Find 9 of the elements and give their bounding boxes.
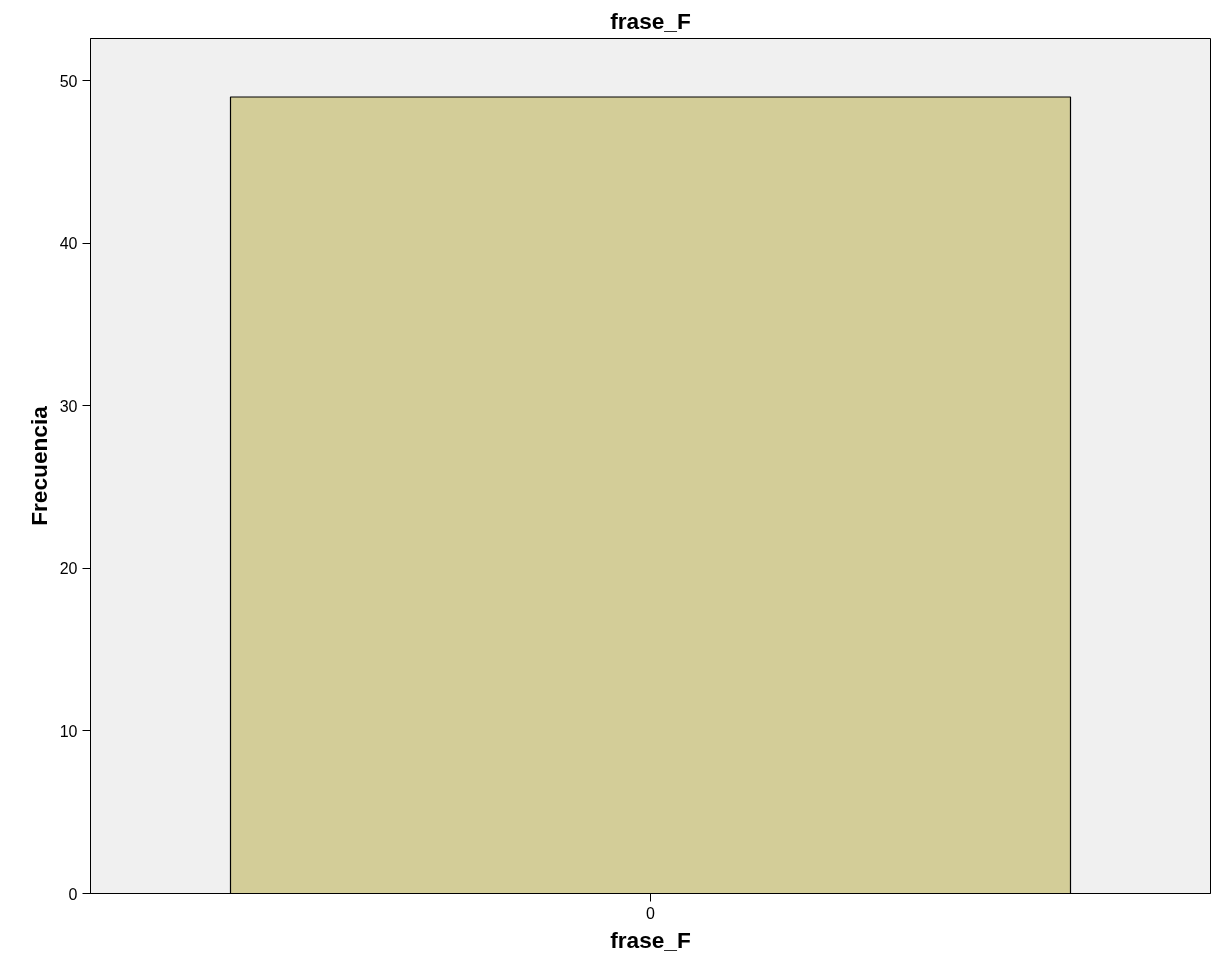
chart-title: frase_F: [610, 7, 691, 34]
y-tick-label: 20: [59, 560, 78, 578]
x-axis-title: frase_F: [610, 926, 691, 953]
y-tick-label: 30: [59, 397, 78, 415]
y-tick-label: 40: [59, 235, 78, 253]
y-tick-label: 0: [68, 885, 78, 903]
y-axis-title: Frecuencia: [25, 405, 52, 526]
y-tick-label: 10: [59, 722, 78, 740]
y-tick-label: 50: [59, 72, 78, 90]
